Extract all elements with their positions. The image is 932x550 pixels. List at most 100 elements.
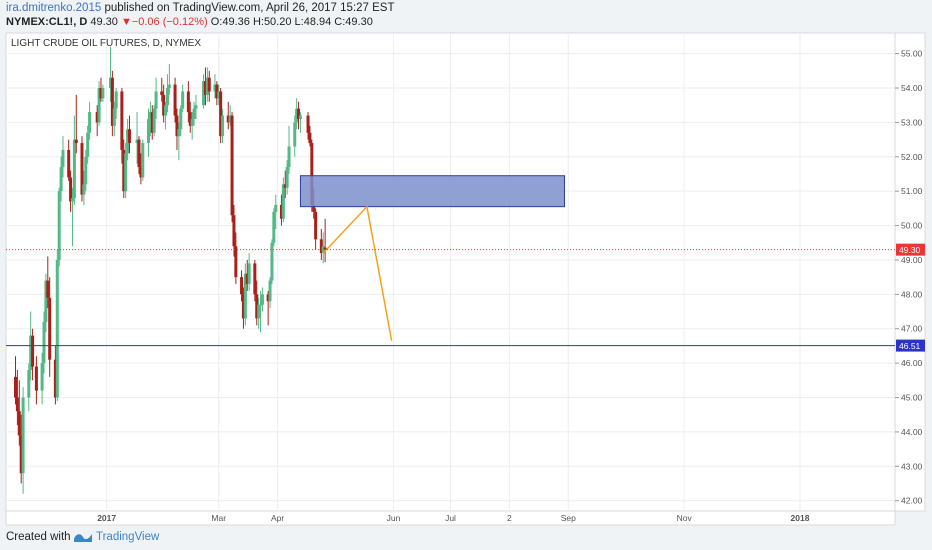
- x-tick-label: Apr: [271, 513, 284, 523]
- tradingview-logo-icon[interactable]: [73, 529, 93, 545]
- last-price-tag: [896, 243, 925, 256]
- candle-body: [82, 184, 86, 195]
- candle-body: [150, 112, 154, 133]
- y-tick-label: 54.00: [901, 83, 923, 93]
- candle-body: [99, 88, 103, 99]
- candle-body: [188, 112, 192, 126]
- candle-body: [27, 370, 31, 398]
- candle-body: [245, 273, 249, 285]
- x-tick-label: Jul: [445, 513, 456, 523]
- high-value: H:50.20: [252, 16, 292, 28]
- candle-body: [179, 108, 183, 130]
- candle-body: [319, 239, 323, 254]
- candle-body: [55, 259, 59, 398]
- candle-body: [167, 84, 171, 89]
- candle-body: [240, 277, 244, 295]
- candle-body: [255, 294, 259, 319]
- candle-body: [148, 112, 152, 119]
- support-price-tag: [896, 339, 925, 352]
- last-price-label: 49.30: [899, 245, 921, 255]
- candle-body: [154, 91, 158, 109]
- x-tick-label: Sep: [561, 513, 576, 523]
- candle-body: [308, 132, 312, 144]
- x-tick-label: 2018: [791, 513, 810, 523]
- x-tick-label: Jun: [387, 513, 401, 523]
- author-link[interactable]: ira.dmitrenko.2015: [6, 2, 102, 14]
- candle-body: [283, 184, 287, 188]
- candles: [13, 46, 327, 494]
- candle-body: [279, 204, 283, 219]
- candle-body: [114, 91, 118, 109]
- x-tick-labels: 2017 Mar Apr Jun Jul 2 Sep Nov 2018: [97, 513, 810, 523]
- low-value: L:48.94: [294, 16, 332, 28]
- candle-body: [139, 167, 143, 178]
- close-value: C:49.30: [334, 16, 373, 28]
- candle-body: [310, 143, 314, 205]
- candle-body: [126, 129, 130, 154]
- candle-body: [120, 91, 124, 150]
- price-axis[interactable]: [894, 32, 926, 512]
- candle-body: [314, 211, 318, 240]
- candle-body: [17, 411, 21, 436]
- candle-body: [228, 115, 232, 123]
- candle-body: [205, 77, 209, 95]
- candle-body: [53, 359, 57, 398]
- candle-body: [274, 204, 278, 212]
- candle-body: [127, 129, 131, 144]
- candle-body: [281, 184, 285, 219]
- candle-body: [194, 105, 198, 109]
- candle-body: [270, 242, 274, 281]
- created-with-text: Created with: [6, 531, 71, 543]
- resistance-zone: [299, 175, 565, 208]
- candle-body: [226, 115, 230, 123]
- candle-body: [287, 146, 291, 168]
- candle-body: [285, 167, 289, 188]
- candle-body: [31, 335, 35, 367]
- candle-body: [164, 105, 168, 116]
- footer: Created with TradingView: [0, 527, 932, 550]
- candle-body: [57, 191, 61, 260]
- candle-body: [321, 246, 325, 254]
- y-tick-label: 47.00: [901, 324, 923, 334]
- candle-body: [181, 91, 185, 109]
- candle-body: [160, 91, 164, 95]
- grid: [6, 33, 895, 511]
- candle-body: [230, 115, 234, 216]
- candle-body: [122, 149, 126, 192]
- candle-body: [232, 215, 236, 247]
- candle-body: [192, 108, 196, 119]
- candle-body: [298, 115, 302, 119]
- publish-line: ira.dmitrenko.2015 published on TradingV…: [6, 2, 395, 14]
- candle-body: [213, 84, 217, 92]
- candle-body: [141, 143, 145, 178]
- tradingview-brand[interactable]: TradingView: [96, 531, 160, 543]
- candle-body: [88, 112, 92, 133]
- candle-body: [135, 139, 139, 144]
- candle-body: [162, 94, 166, 116]
- candle-body: [312, 204, 316, 212]
- candle-body: [217, 91, 221, 99]
- candle-body: [259, 304, 263, 306]
- candle-body: [69, 177, 73, 202]
- candle-body: [323, 247, 327, 250]
- support-price-label: 46.51: [899, 341, 921, 351]
- y-tick-label: 52.00: [901, 152, 923, 162]
- candle-body: [186, 91, 190, 113]
- candle-body: [219, 91, 223, 137]
- candle-body: [34, 366, 38, 391]
- candle-body: [137, 139, 141, 168]
- y-tick-label: 42.00: [901, 496, 923, 506]
- candle-body: [203, 81, 207, 95]
- candle-body: [190, 118, 194, 126]
- price-chart[interactable]: 49.30 46.51 42.00 43.00 44.00 45.00 46.00 47.0…: [0, 0, 932, 527]
- x-tick-label: 2: [507, 513, 512, 523]
- candle-body: [70, 198, 74, 202]
- candle-body: [42, 321, 46, 364]
- candle-body: [86, 132, 90, 157]
- candle-body: [272, 211, 276, 243]
- candle-body: [112, 108, 116, 126]
- candle-body: [146, 118, 150, 144]
- candle-body: [165, 88, 169, 106]
- candle-body: [293, 122, 297, 147]
- y-tick-label: 43.00: [901, 461, 923, 471]
